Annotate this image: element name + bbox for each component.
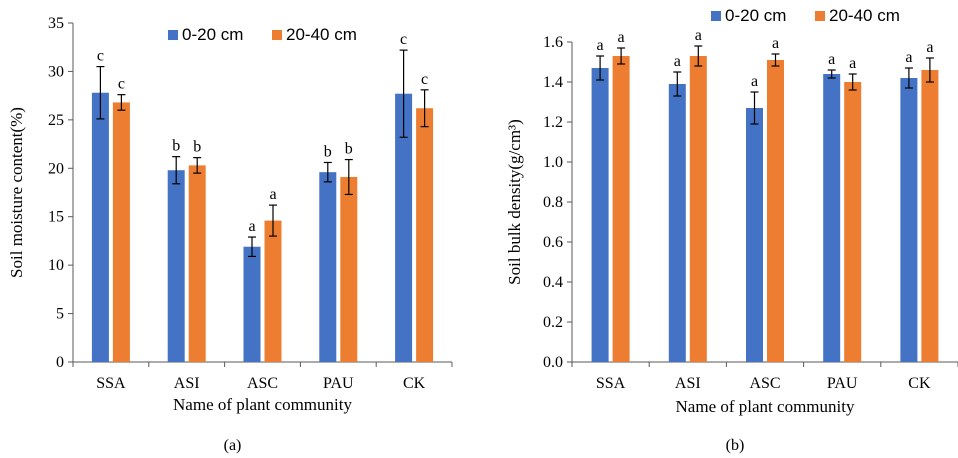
x-tick-label: PAU (323, 375, 354, 392)
y-tick-label: 30 (48, 63, 64, 80)
y-tick-label: 20 (48, 160, 64, 177)
significance-label: b (324, 143, 332, 160)
bar (395, 93, 413, 362)
bar (767, 60, 784, 362)
significance-label: a (695, 27, 702, 44)
x-tick-label: PAU (827, 375, 858, 392)
legend-label: 20-40 cm (286, 25, 357, 44)
significance-label: a (248, 218, 255, 235)
y-tick-label: 0.4 (543, 274, 563, 291)
significance-label: b (193, 139, 201, 156)
significance-label: c (421, 71, 428, 88)
bar (319, 172, 337, 362)
x-tick-label: SSA (96, 375, 126, 392)
x-tick-label: ASC (749, 375, 780, 392)
bar (340, 177, 358, 362)
y-tick-label: 15 (48, 209, 64, 226)
panel-label: (a) (224, 437, 242, 454)
y-tick-label: 1.2 (543, 114, 563, 131)
significance-label: b (345, 141, 353, 158)
significance-label: c (118, 76, 125, 93)
bar (243, 246, 261, 362)
bar (91, 92, 109, 362)
x-axis-title: Name of plant community (676, 397, 855, 416)
legend-swatch (272, 30, 282, 40)
x-tick-label: SSA (596, 375, 626, 392)
chart-panel-b: 0.0 0.2 0.4 0.6 0.8 1.0 1.2 1.4 1.6 SSA ASI ASC PAU C… (505, 6, 958, 454)
legend-label: 0-20 cm (725, 6, 786, 25)
y-tick-label: 10 (48, 257, 64, 274)
bar (921, 70, 939, 362)
y-tick-label: 25 (48, 112, 64, 129)
y-axis-title: Soil bulk density(g/cm³) (505, 119, 524, 285)
y-axis-title: Soil moisture content(%) (7, 107, 26, 278)
significance-label: a (597, 37, 604, 54)
panel-label: (b) (726, 437, 745, 454)
significance-label: b (172, 138, 180, 155)
bar (823, 74, 841, 362)
y-tick-label: 1.6 (543, 34, 563, 51)
significance-label: a (772, 35, 779, 52)
y-tick-label: 35 (48, 15, 64, 32)
bar (264, 220, 282, 362)
significance-label: a (618, 29, 625, 46)
legend-swatch (711, 11, 721, 21)
x-axis-title: Name of plant community (173, 395, 352, 414)
significance-label: a (828, 51, 835, 68)
bar (689, 56, 707, 362)
legend-label: 0-20 cm (182, 25, 243, 44)
significance-label: c (97, 48, 104, 65)
significance-label: a (905, 49, 912, 66)
x-tick-label: CK (908, 375, 931, 392)
significance-label: c (400, 31, 407, 48)
bar (167, 170, 185, 362)
significance-label: a (849, 55, 856, 72)
bar (844, 82, 862, 362)
x-tick-label: ASI (174, 375, 200, 392)
significance-label: a (751, 73, 758, 90)
y-tick-label: 0.6 (543, 234, 563, 251)
y-tick-label: 0.8 (543, 194, 563, 211)
y-tick-label: 0.0 (543, 354, 563, 371)
y-tick-label: 5 (56, 306, 64, 323)
x-tick-label: CK (403, 375, 426, 392)
bar (668, 84, 686, 362)
x-tick-label: ASI (675, 375, 701, 392)
bar (612, 56, 630, 362)
bar (188, 165, 206, 362)
significance-label: a (674, 53, 681, 70)
legend-swatch (168, 30, 178, 40)
y-tick-label: 0.2 (543, 314, 563, 331)
legend-label: 20-40 cm (829, 6, 900, 25)
bar (900, 78, 918, 362)
y-tick-label: 1.0 (543, 154, 563, 171)
x-tick-label: ASC (247, 375, 278, 392)
bar (416, 108, 434, 362)
significance-label: a (269, 186, 276, 203)
significance-label: a (926, 39, 933, 56)
legend-swatch (815, 11, 825, 21)
y-tick-label: 1.4 (543, 74, 563, 91)
bar (746, 108, 763, 362)
bar (112, 102, 130, 363)
y-tick-label: 0 (56, 354, 64, 371)
bar (591, 68, 609, 362)
